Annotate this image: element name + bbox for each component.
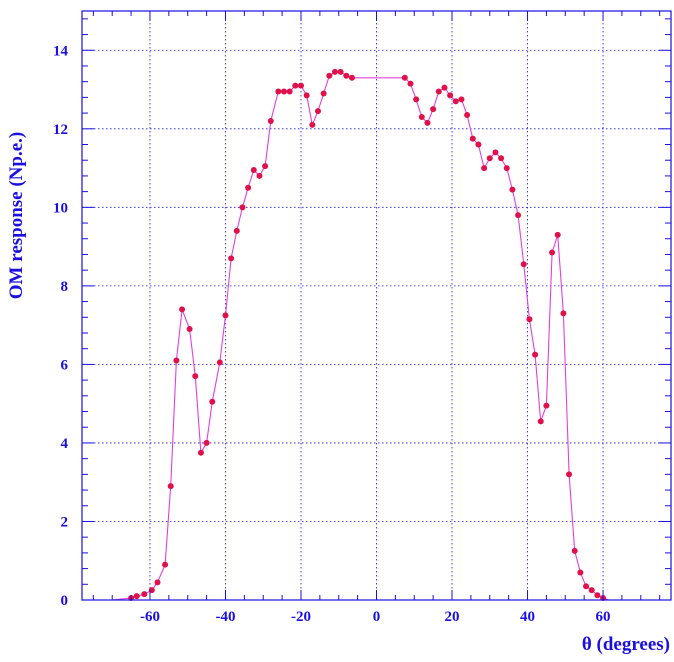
data-point xyxy=(303,92,310,99)
data-point xyxy=(222,312,229,319)
data-point xyxy=(297,82,304,89)
data-point xyxy=(413,96,420,103)
ticks xyxy=(82,11,671,601)
data-point xyxy=(179,306,186,313)
y-tick-label: 10 xyxy=(53,200,68,216)
data-point xyxy=(228,255,235,262)
data-point xyxy=(267,117,274,124)
data-point xyxy=(197,449,204,456)
data-point xyxy=(280,88,287,95)
y-tick-label: 8 xyxy=(61,279,69,295)
data-point xyxy=(292,82,299,89)
data-point xyxy=(245,184,252,191)
data-point xyxy=(250,167,257,174)
data-point xyxy=(331,68,338,75)
data-point xyxy=(554,231,561,238)
data-point xyxy=(577,569,584,576)
data-point xyxy=(571,547,578,554)
x-axis-title: θ (degrees) xyxy=(582,634,670,655)
data-point xyxy=(526,316,533,323)
data-point xyxy=(186,326,193,333)
data-point xyxy=(566,471,573,478)
data-point xyxy=(435,88,442,95)
y-tick-label: 2 xyxy=(61,514,69,530)
tick-labels: -60 -40 -20 0 20 40 60 0 2 4 6 8 10 12 14 xyxy=(53,43,611,625)
data-point-layer xyxy=(128,68,607,602)
data-point xyxy=(275,88,282,95)
data-point xyxy=(560,310,567,317)
data-point xyxy=(452,98,459,105)
data-point xyxy=(515,212,522,219)
data-point xyxy=(532,351,539,358)
data-point xyxy=(469,135,476,142)
data-point xyxy=(424,119,431,126)
x-tick-label: -60 xyxy=(140,609,160,625)
x-tick-label: -40 xyxy=(215,609,235,625)
data-point xyxy=(133,593,140,600)
data-point xyxy=(401,74,408,81)
data-point xyxy=(418,114,425,121)
y-tick-label: 14 xyxy=(53,43,69,59)
data-point xyxy=(430,106,437,113)
data-point xyxy=(537,418,544,425)
data-point xyxy=(162,561,169,568)
data-point xyxy=(343,72,350,79)
x-tick-label: 0 xyxy=(373,609,381,625)
x-tick-label: 60 xyxy=(596,609,611,625)
data-point xyxy=(256,172,263,179)
data-point xyxy=(481,165,488,172)
y-tick-label: 4 xyxy=(61,436,69,452)
y-axis-title: OM response (Np.e.) xyxy=(6,132,27,299)
data-point xyxy=(486,155,493,162)
data-point xyxy=(286,88,293,95)
y-tick-label: 0 xyxy=(61,593,69,609)
data-point xyxy=(588,587,595,594)
x-tick-label: 40 xyxy=(520,609,535,625)
data-point xyxy=(154,579,161,586)
data-point xyxy=(141,591,148,598)
data-point xyxy=(549,249,556,256)
data-point xyxy=(464,112,471,119)
y-tick-label: 6 xyxy=(61,357,69,373)
data-point xyxy=(348,74,355,81)
data-point xyxy=(326,72,333,79)
data-point xyxy=(209,398,216,405)
data-point xyxy=(239,204,246,211)
data-point xyxy=(543,402,550,409)
data-point xyxy=(492,149,499,156)
data-point xyxy=(192,373,199,380)
data-point xyxy=(509,186,516,193)
data-point xyxy=(441,84,448,91)
data-point xyxy=(233,227,240,234)
data-point xyxy=(216,359,223,366)
data-point xyxy=(503,165,510,172)
data-point xyxy=(173,357,180,364)
x-tick-label: -20 xyxy=(291,609,311,625)
data-point xyxy=(167,483,174,490)
x-tick-label: 20 xyxy=(445,609,460,625)
data-point xyxy=(447,92,454,99)
data-point xyxy=(458,96,465,103)
y-tick-label: 12 xyxy=(53,122,68,138)
data-point xyxy=(407,80,414,87)
data-point xyxy=(309,121,316,128)
data-point xyxy=(262,163,269,170)
data-point xyxy=(320,90,327,97)
data-point xyxy=(520,261,527,268)
data-point xyxy=(498,155,505,162)
data-point xyxy=(475,141,482,148)
data-point xyxy=(337,68,344,75)
grid xyxy=(82,11,671,600)
data-point xyxy=(203,439,210,446)
data-point xyxy=(314,108,321,115)
data-point xyxy=(583,583,590,590)
data-point xyxy=(594,592,601,599)
